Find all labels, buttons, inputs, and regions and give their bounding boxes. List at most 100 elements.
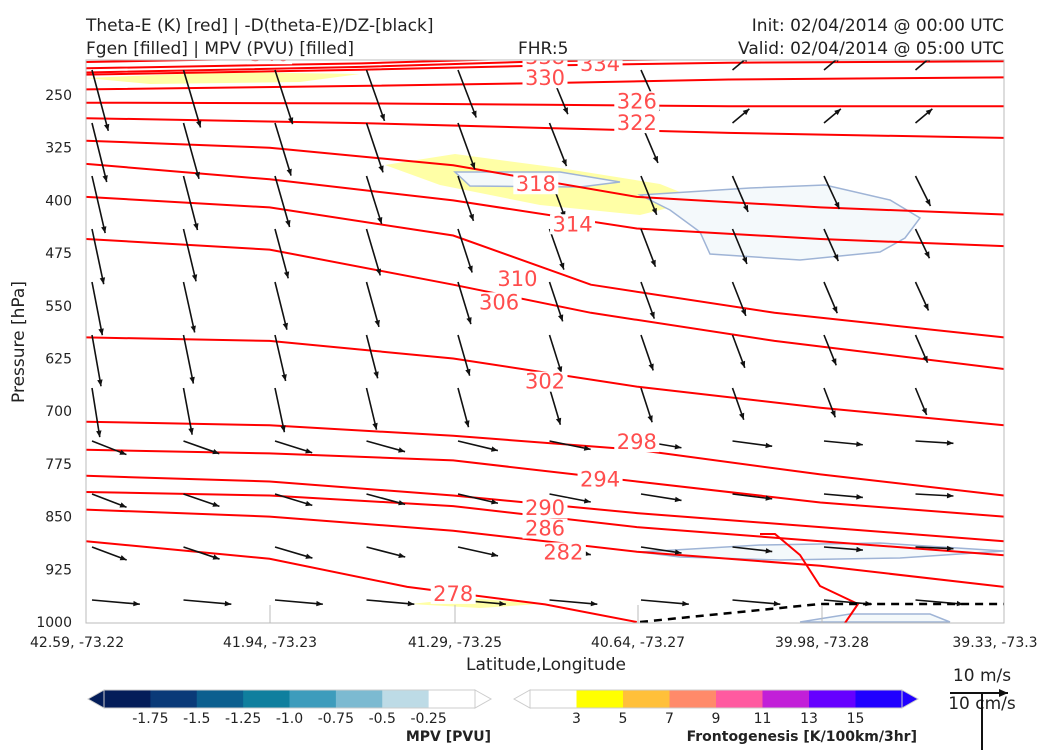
wind-vector-head (1017, 109, 1024, 115)
wind-vector (274, 175, 291, 228)
wind-vector-head (283, 271, 290, 279)
theta-e-label: 302 (525, 370, 565, 394)
colorbar-segment (428, 690, 476, 708)
wind-vector (91, 228, 105, 285)
wind-vector (1007, 600, 1050, 604)
wind-vector (457, 387, 470, 428)
wind-vector-head (561, 159, 567, 167)
wind-vector-head (743, 204, 749, 212)
theta-e-contour-298 (86, 420, 1004, 497)
wind-vector-head (119, 449, 127, 455)
wind-vector-head (924, 251, 930, 259)
wind-vector-head (674, 444, 682, 450)
theta-e-label-bg (522, 498, 568, 519)
wind-vector (640, 546, 682, 554)
wind-vector-head (742, 256, 747, 264)
theta-e-contour-306 (86, 238, 1004, 370)
wind-vector (732, 440, 773, 448)
wind-vector-head (280, 425, 286, 433)
wind-vector-head (590, 600, 598, 607)
wind-vector (1007, 388, 1018, 412)
wind-vector-head (373, 371, 379, 379)
wind-vector-head (1014, 353, 1019, 360)
wind-vector-head (583, 498, 591, 504)
theta-e-label: 290 (525, 496, 565, 520)
wind-vector-head (1017, 56, 1024, 62)
title-left-line2: Fgen [filled] | MPV (PVU) [filled] (86, 39, 354, 59)
wind-vector (365, 122, 384, 173)
theta-e-contour-342 (86, 60, 506, 70)
wind-vector (457, 122, 476, 170)
wind-vector-head (765, 442, 773, 449)
wind-vector-head (925, 108, 933, 116)
colorbar-tick-label: 11 (754, 711, 772, 727)
wind-vector-head (682, 600, 689, 607)
wind-vector-head (1038, 439, 1045, 444)
colorbar-tick-label: 9 (712, 711, 721, 727)
wind-vector-head (282, 322, 288, 330)
valid-time: Valid: 02/04/2014 @ 05:00 UTC (738, 39, 1004, 59)
wind-vector-head (956, 600, 964, 607)
wind-vector-head (765, 495, 773, 501)
theta-e-label-bg (614, 432, 660, 453)
wind-vector (183, 599, 232, 605)
theta-e-contour-kink (760, 533, 860, 623)
wind-vector-head (119, 502, 127, 508)
wind-vector-head (923, 303, 929, 311)
wind-vector-head (647, 415, 653, 423)
wind-vector-head (466, 317, 472, 325)
wind-vector (732, 599, 781, 605)
wind-vector-head (133, 600, 140, 607)
wind-vector (732, 493, 773, 500)
wind-vector-head (1013, 406, 1018, 413)
wind-vector (1007, 335, 1019, 360)
wind-vector-head (648, 363, 654, 371)
wind-vector-head (1038, 492, 1045, 498)
wind-vector-head (856, 494, 863, 500)
wind-vector (182, 334, 195, 384)
wind-vector-head (98, 328, 104, 336)
colorbar-segment (104, 690, 151, 708)
wind-vector (274, 387, 286, 433)
wind-vector-head (856, 546, 863, 553)
colorbar-tick-label: 15 (847, 711, 865, 727)
wind-vector-head (922, 355, 928, 363)
wind-vector (182, 175, 199, 231)
wind-vector-head (188, 427, 194, 435)
wind-vector (274, 69, 294, 125)
y-tick-label: 550 (45, 299, 72, 315)
wind-vector-head (744, 60, 748, 63)
wind-vector (274, 546, 313, 559)
wind-vector-head (465, 368, 471, 376)
wind-vector-head (856, 441, 863, 447)
y-tick-label: 850 (45, 510, 72, 526)
theta-e-label: 278 (433, 582, 473, 606)
mpv-region-bottom (799, 613, 951, 623)
wind-vector (548, 228, 565, 270)
wind-vector-head (1038, 545, 1045, 551)
wind-vector (365, 334, 379, 379)
wind-vector-head (96, 430, 102, 438)
wind-vector-head (740, 360, 746, 368)
theta-e-label-bg (522, 371, 568, 392)
theta-e-label: 294 (580, 467, 620, 491)
wind-vector (640, 493, 682, 502)
colorbar-segment (762, 690, 810, 708)
wind-vector-head (651, 207, 657, 215)
wind-vector (1007, 229, 1021, 256)
wind-vector (366, 599, 415, 605)
colorbar-tick-label: -0.25 (411, 711, 447, 727)
wind-vector-head (491, 499, 498, 505)
wind-vector-head (946, 545, 954, 552)
y-tick-label: 1000 (36, 615, 72, 631)
wind-vector-head (101, 226, 107, 234)
wind-vector (457, 334, 471, 376)
wind-vector (457, 69, 477, 118)
x-tick-label: 39.98, -73.28 (775, 635, 869, 651)
wind-vector (365, 175, 383, 225)
colorbar-segment (150, 690, 198, 708)
wind-vector-head (652, 155, 658, 163)
wind-vector (274, 599, 323, 605)
wind-vector (274, 493, 313, 507)
